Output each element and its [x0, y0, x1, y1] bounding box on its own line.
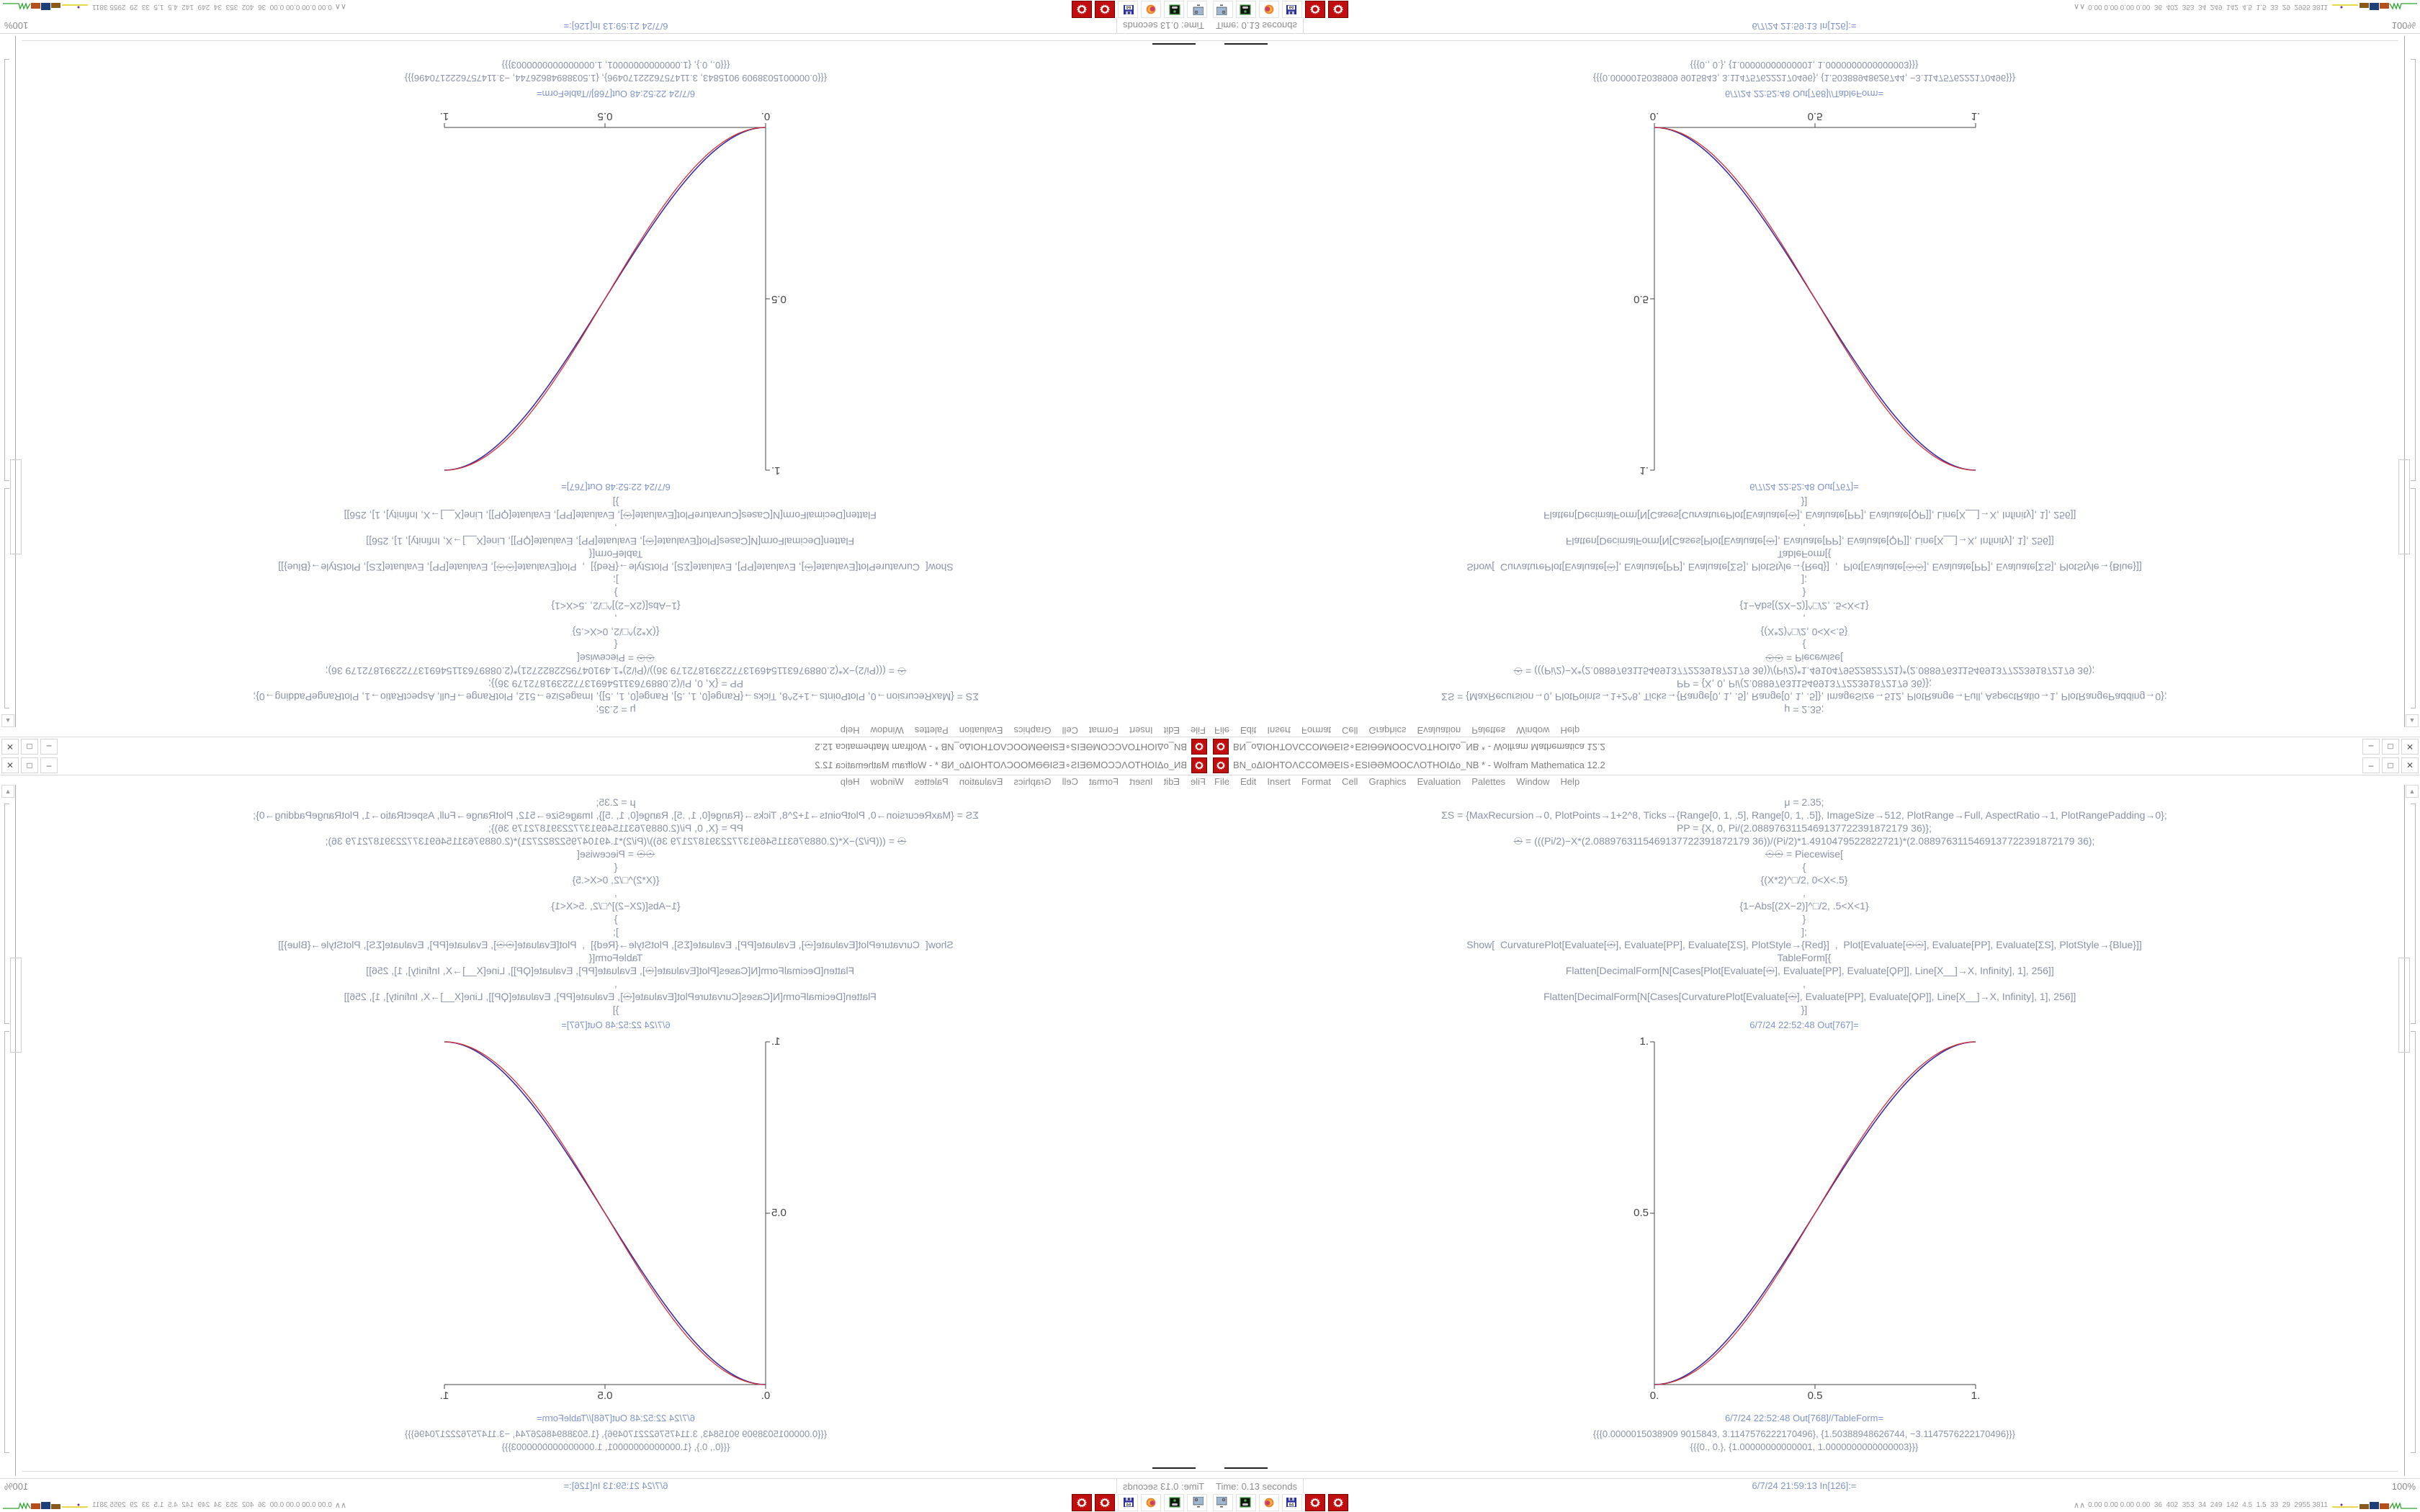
svg-text:1.: 1. [440, 110, 449, 122]
svg-text:0.5: 0.5 [1634, 293, 1649, 305]
svg-text:1.: 1. [1639, 1035, 1649, 1048]
svg-text:0.5: 0.5 [1808, 1390, 1823, 1402]
svg-text:0.: 0. [761, 110, 771, 122]
svg-text:0.5: 0.5 [598, 1390, 613, 1402]
svg-text:0.5: 0.5 [1808, 110, 1823, 122]
svg-text:0.5: 0.5 [771, 1207, 786, 1219]
svg-text:1.: 1. [771, 464, 781, 477]
svg-text:0.: 0. [1650, 1390, 1659, 1402]
svg-text:1.: 1. [440, 1390, 449, 1402]
svg-text:1.: 1. [1971, 110, 1981, 122]
svg-text:64: 64 [1126, 1503, 1131, 1508]
svg-text:1.: 1. [1971, 1390, 1981, 1402]
svg-text:0.5: 0.5 [771, 293, 786, 305]
svg-text:0.5: 0.5 [1634, 1207, 1649, 1219]
svg-text:0.5: 0.5 [598, 110, 613, 122]
svg-text:64: 64 [1289, 4, 1294, 9]
svg-text:1.: 1. [1639, 464, 1649, 477]
svg-text:64: 64 [1126, 4, 1131, 9]
svg-text:0.: 0. [761, 1390, 771, 1402]
svg-text:1.: 1. [771, 1035, 781, 1048]
svg-text:64: 64 [1289, 1503, 1294, 1508]
svg-text:0.: 0. [1650, 110, 1659, 122]
